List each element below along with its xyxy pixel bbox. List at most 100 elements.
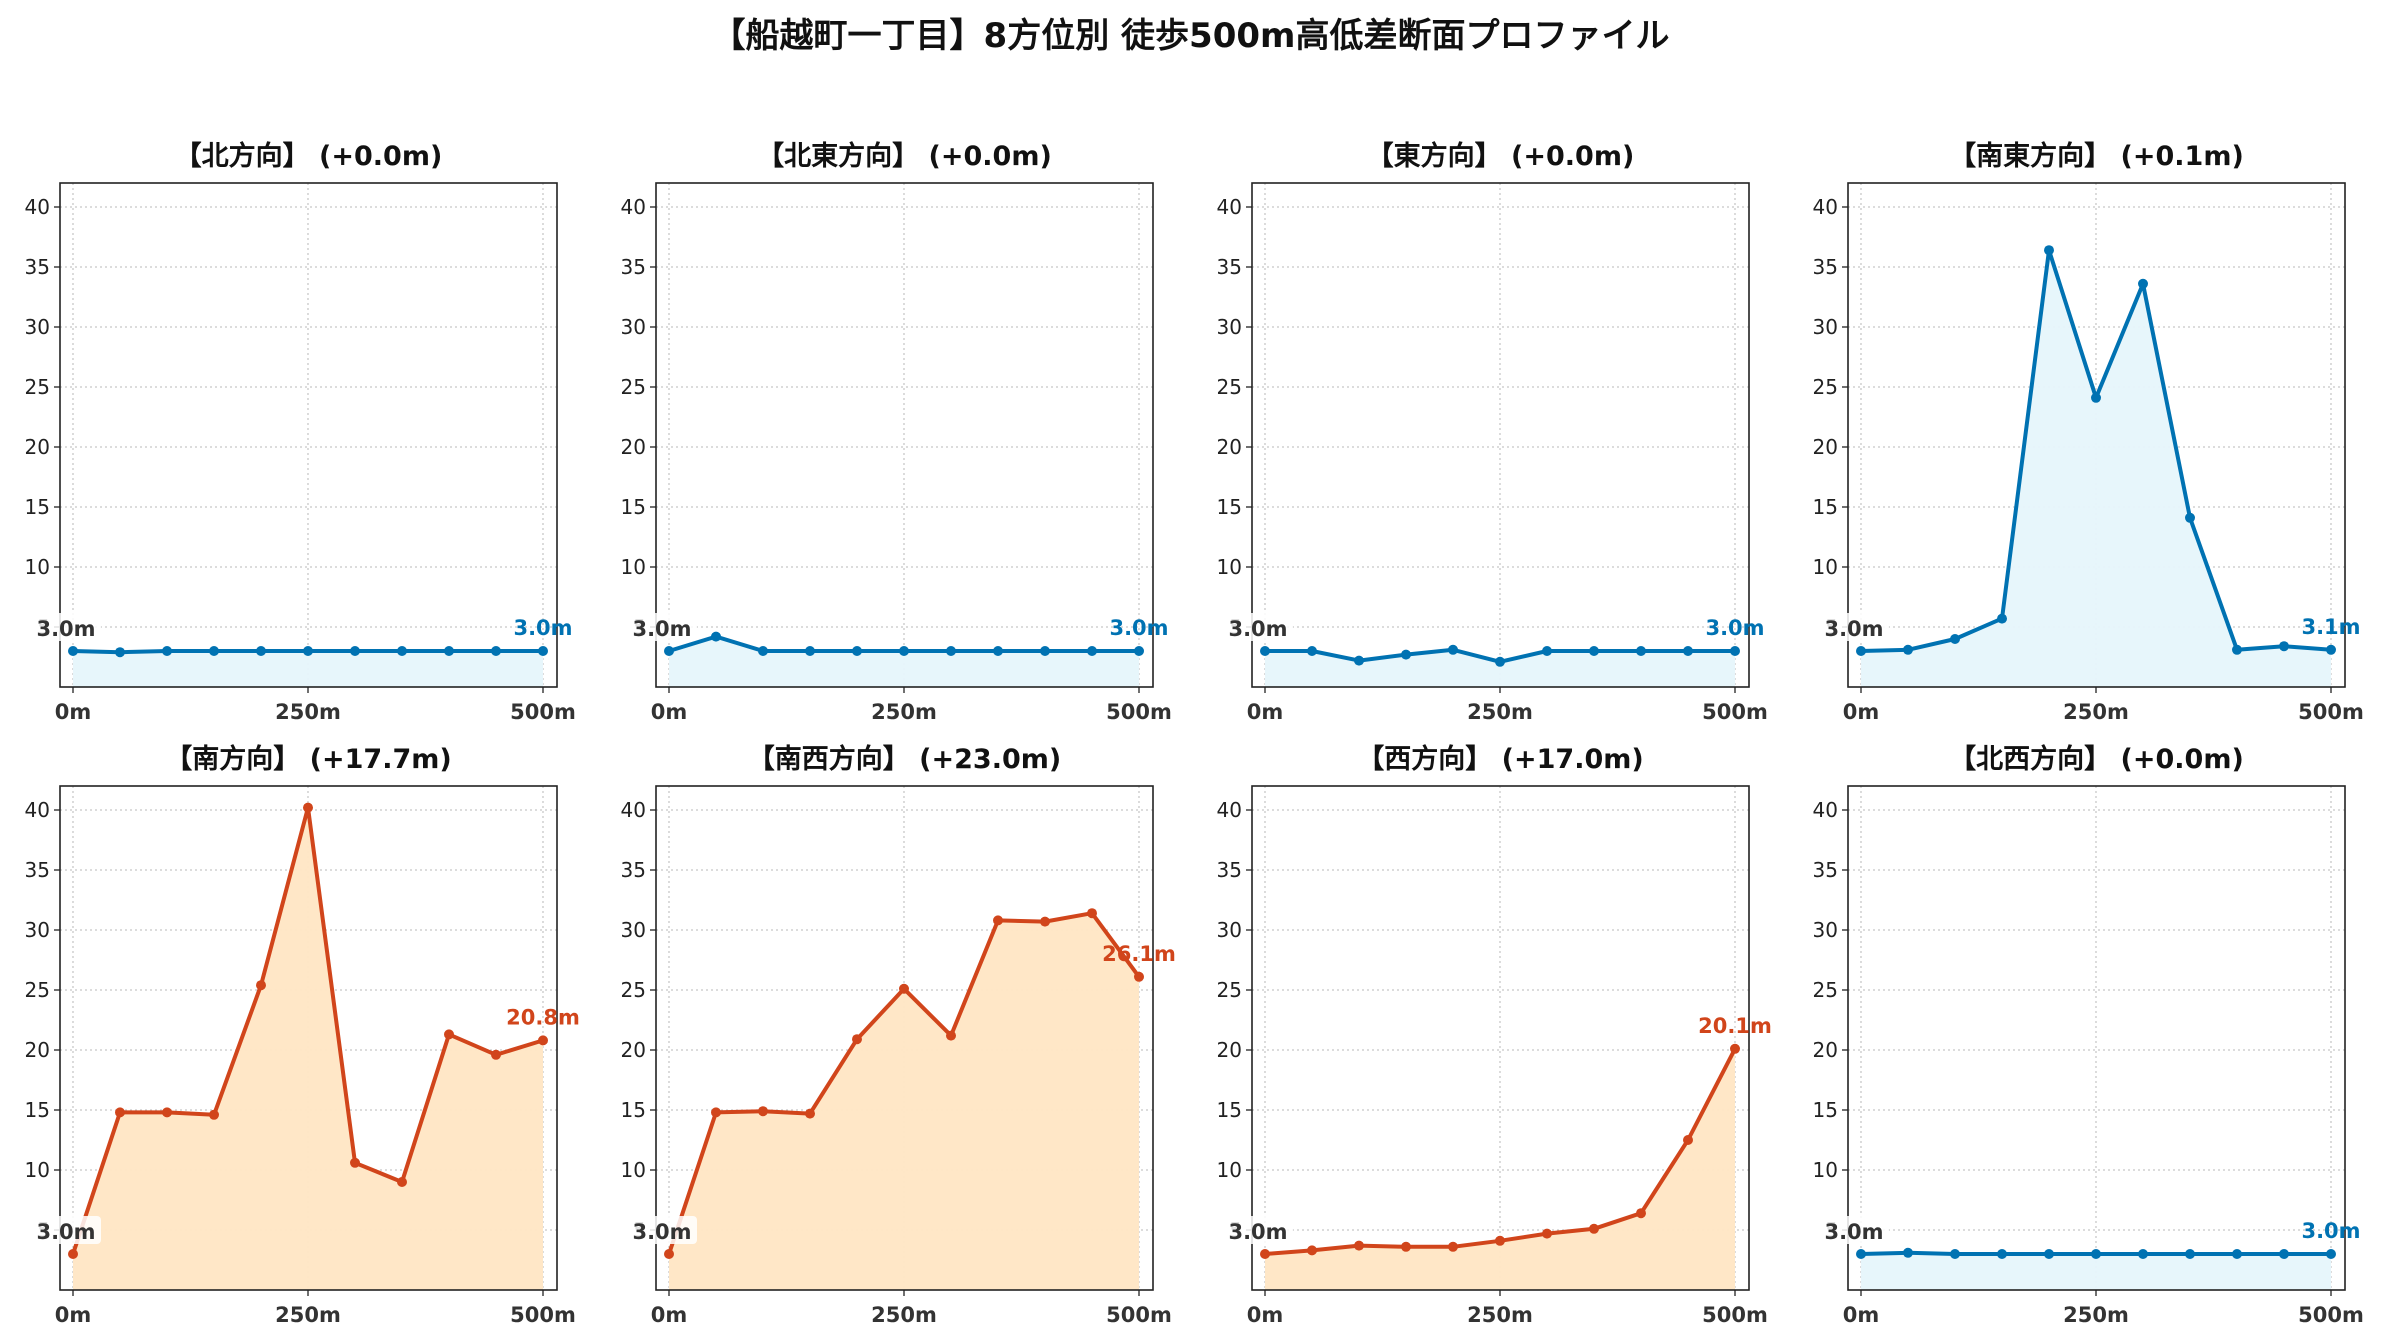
chart-0-point-8 <box>444 646 454 656</box>
chart-2-xtick-label-0: 0m <box>1247 700 1284 724</box>
chart-0-point-3 <box>209 646 219 656</box>
chart-5-point-2 <box>758 1106 768 1117</box>
chart-4-point-5 <box>303 802 313 813</box>
chart-1-ytick-label-30: 30 <box>621 315 646 339</box>
chart-7-xtick-label-0: 0m <box>1843 1303 1880 1327</box>
chart-4-xtick-label-2: 500m <box>510 1303 576 1327</box>
chart-3-area-fill <box>1861 250 2331 687</box>
chart-5-point-1 <box>711 1107 721 1118</box>
chart-3-axes-frame <box>1847 182 2346 688</box>
chart-2-ytick-label-30: 30 <box>1217 315 1242 339</box>
chart-0-point-5 <box>303 646 313 656</box>
chart-7-point-8 <box>2232 1249 2242 1259</box>
chart-5-ytick-label-25: 25 <box>621 978 646 1002</box>
chart-4-start-label: 3.0m <box>36 1220 95 1244</box>
chart-7-ytick-label-25: 25 <box>1813 978 1838 1002</box>
chart-0-xtick-label-0: 0m <box>55 700 92 724</box>
chart-2-ytick-label-35: 35 <box>1217 255 1242 279</box>
chart-0-ytick-label-25: 25 <box>25 375 50 399</box>
chart-7-point-6 <box>2138 1249 2148 1259</box>
chart-2-ytick-label-20: 20 <box>1217 435 1242 459</box>
chart-3-point-2 <box>1950 634 1960 644</box>
chart-5-point-9 <box>1087 908 1097 919</box>
chart-0-xtick-label-2: 500m <box>510 700 576 724</box>
chart-6-title: 【西方向】 (+17.0m) <box>1357 743 1643 775</box>
chart-7-panel: 【北西方向】 (+0.0m)5101520253035400m250m500m3… <box>1813 743 2364 1327</box>
chart-7-point-1 <box>1903 1247 1913 1258</box>
chart-3-point-4 <box>2044 245 2054 256</box>
chart-3-point-3 <box>1997 613 2007 624</box>
chart-1-end-label: 3.0m <box>1109 616 1168 640</box>
chart-5-point-7 <box>993 915 1003 926</box>
chart-2-point-4 <box>1448 644 1458 655</box>
chart-1-panel: 【北東方向】 (+0.0m)5101520253035400m250m500m3… <box>621 140 1172 724</box>
chart-3-start-label-bg <box>1819 613 1889 641</box>
chart-5-ytick-label-30: 30 <box>621 918 646 942</box>
chart-4-point-9 <box>491 1049 501 1060</box>
chart-4-xtick-label-0: 0m <box>55 1303 92 1327</box>
chart-1-title: 【北東方向】 (+0.0m) <box>757 140 1052 172</box>
chart-3-point-0 <box>1856 646 1866 656</box>
chart-1-point-8 <box>1040 646 1050 656</box>
chart-6-panel: 【西方向】 (+17.0m)5101520253035400m250m500m3… <box>1217 743 1772 1327</box>
chart-5-point-4 <box>852 1034 862 1045</box>
chart-1-xtick-label-1: 250m <box>871 700 937 724</box>
chart-7-point-4 <box>2044 1249 2054 1259</box>
chart-0-end-label: 3.0m <box>513 616 572 640</box>
chart-6-xtick-label-1: 250m <box>1467 1303 1533 1327</box>
chart-4-point-7 <box>397 1177 407 1187</box>
chart-7-xtick-label-1: 250m <box>2063 1303 2129 1327</box>
chart-6-point-7 <box>1589 1223 1599 1234</box>
chart-5-xtick-label-0: 0m <box>651 1303 688 1327</box>
chart-6-end-label: 20.1m <box>1698 1014 1772 1038</box>
chart-0-point-1 <box>115 647 125 658</box>
chart-6-ytick-label-20: 20 <box>1217 1038 1242 1062</box>
chart-0-point-7 <box>397 646 407 656</box>
chart-3-point-7 <box>2185 512 2195 523</box>
chart-5-point-8 <box>1040 916 1050 927</box>
chart-7-start-label: 3.0m <box>1824 1220 1883 1244</box>
chart-6-xtick-label-2: 500m <box>1702 1303 1768 1327</box>
chart-6-point-8 <box>1636 1208 1646 1219</box>
chart-3-start-label: 3.0m <box>1824 617 1883 641</box>
chart-2-point-3 <box>1401 649 1411 660</box>
chart-7-point-7 <box>2185 1249 2195 1259</box>
chart-4-xtick-label-1: 250m <box>275 1303 341 1327</box>
chart-2-ytick-label-15: 15 <box>1217 495 1242 519</box>
chart-2-point-1 <box>1307 646 1317 656</box>
chart-0-point-6 <box>350 646 360 656</box>
chart-3-end-label: 3.1m <box>2301 615 2360 639</box>
chart-3-xtick-label-2: 500m <box>2298 700 2364 724</box>
chart-1-point-2 <box>758 646 768 656</box>
chart-6-point-1 <box>1307 1245 1317 1256</box>
chart-7-point-5 <box>2091 1249 2101 1259</box>
chart-6-point-9 <box>1683 1135 1693 1145</box>
chart-3-xtick-label-0: 0m <box>1843 700 1880 724</box>
chart-6-point-3 <box>1401 1241 1411 1252</box>
chart-3-ytick-label-40: 40 <box>1813 195 1838 219</box>
chart-3-ytick-label-15: 15 <box>1813 495 1838 519</box>
chart-6-point-2 <box>1354 1240 1364 1251</box>
chart-7-ytick-label-40: 40 <box>1813 798 1838 822</box>
chart-5-point-3 <box>805 1108 815 1119</box>
chart-7-point-10 <box>2326 1249 2336 1259</box>
chart-0-point-0 <box>68 646 78 656</box>
chart-3-ytick-label-10: 10 <box>1813 555 1838 579</box>
chart-4-end-label: 20.8m <box>506 1005 580 1029</box>
chart-1-point-6 <box>946 646 956 656</box>
chart-7-ytick-label-10: 10 <box>1813 1158 1838 1182</box>
chart-0-point-9 <box>491 646 501 656</box>
chart-2-ytick-label-25: 25 <box>1217 375 1242 399</box>
chart-0-point-4 <box>256 646 266 656</box>
chart-5-title: 【南西方向】 (+23.0m) <box>748 743 1061 775</box>
chart-3-panel: 【南東方向】 (+0.1m)5101520253035400m250m500m3… <box>1813 140 2364 724</box>
chart-1-point-5 <box>899 646 909 656</box>
chart-7-point-9 <box>2279 1249 2289 1259</box>
chart-2-point-7 <box>1589 646 1599 656</box>
chart-4-ytick-label-20: 20 <box>25 1038 50 1062</box>
chart-0-point-2 <box>162 646 172 656</box>
chart-3-point-6 <box>2138 278 2148 289</box>
chart-2-xtick-label-2: 500m <box>1702 700 1768 724</box>
chart-7-ytick-label-30: 30 <box>1813 918 1838 942</box>
chart-0-ytick-label-20: 20 <box>25 435 50 459</box>
